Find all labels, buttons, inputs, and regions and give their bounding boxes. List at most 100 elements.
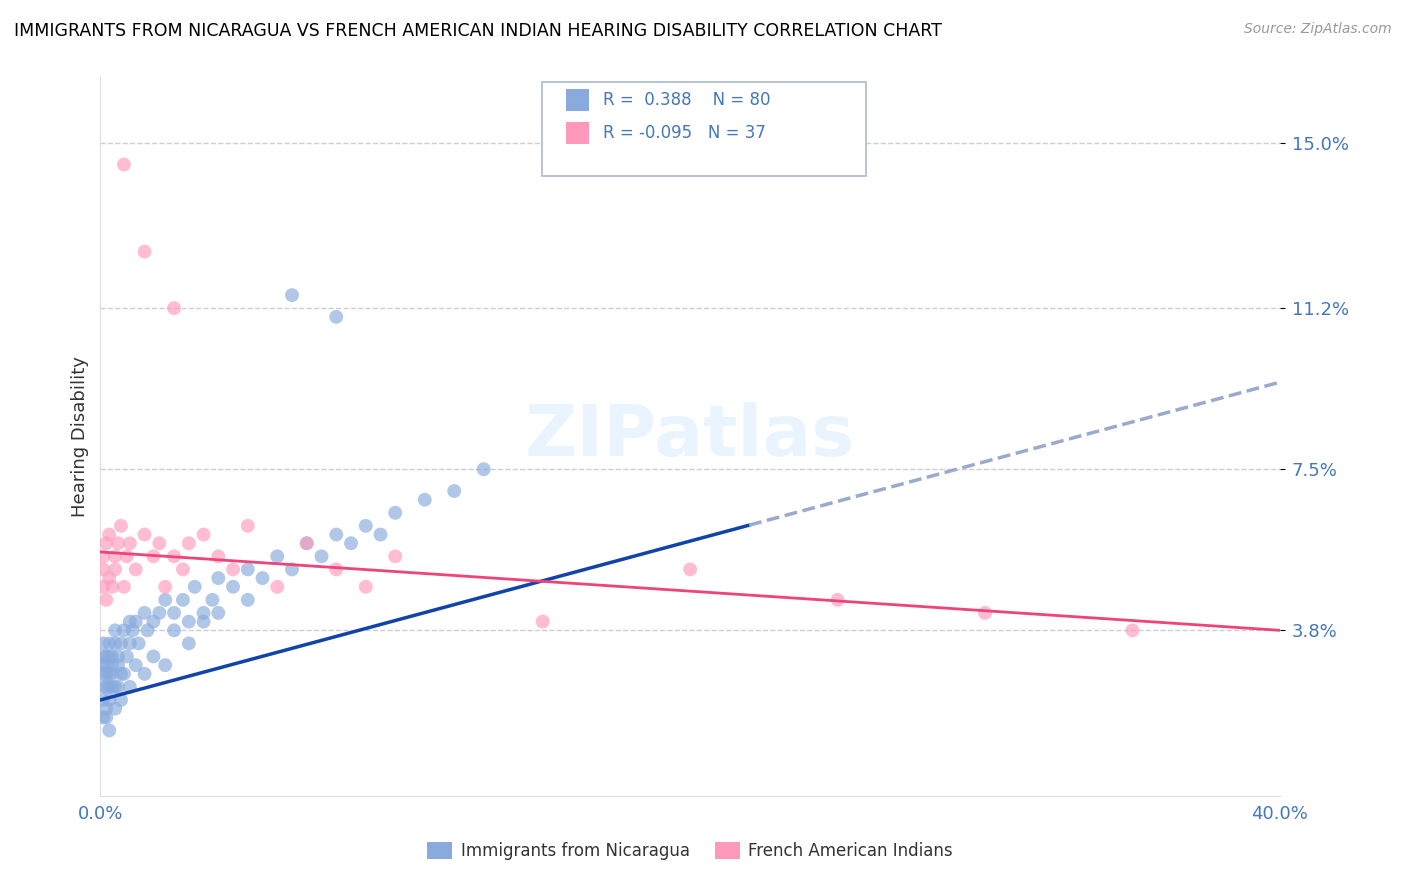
Point xyxy=(134,244,156,259)
Point xyxy=(101,580,124,594)
Point xyxy=(472,462,495,476)
Point xyxy=(91,693,114,707)
Point xyxy=(1121,624,1143,638)
Point xyxy=(384,549,406,564)
Point xyxy=(177,615,200,629)
Point xyxy=(125,615,148,629)
Point xyxy=(91,658,114,673)
Point xyxy=(148,606,170,620)
Point xyxy=(266,549,288,564)
Point xyxy=(118,536,141,550)
Point xyxy=(207,606,229,620)
Point xyxy=(155,658,177,673)
Text: Source: ZipAtlas.com: Source: ZipAtlas.com xyxy=(1244,22,1392,37)
Point xyxy=(112,580,135,594)
Point xyxy=(155,592,177,607)
Point xyxy=(325,527,347,541)
Point xyxy=(222,562,245,576)
Point xyxy=(295,536,318,550)
Point xyxy=(295,536,318,550)
Point xyxy=(110,519,132,533)
Point xyxy=(112,666,135,681)
Point xyxy=(104,549,127,564)
Point xyxy=(107,536,129,550)
Point xyxy=(679,562,702,576)
Point xyxy=(107,649,129,664)
Point xyxy=(172,562,194,576)
Point xyxy=(142,649,165,664)
Point xyxy=(207,549,229,564)
Point xyxy=(96,658,118,673)
Point xyxy=(91,666,114,681)
Point xyxy=(101,649,124,664)
Point xyxy=(163,624,186,638)
Point xyxy=(134,606,156,620)
Text: R =  0.388    N = 80: R = 0.388 N = 80 xyxy=(603,91,770,109)
Point xyxy=(125,658,148,673)
Point xyxy=(101,666,124,681)
Point xyxy=(281,288,304,302)
Point xyxy=(193,527,215,541)
Point xyxy=(121,624,143,638)
Point xyxy=(115,549,138,564)
Point xyxy=(142,549,165,564)
Point xyxy=(110,693,132,707)
Point xyxy=(252,571,274,585)
Point xyxy=(340,536,363,550)
Point xyxy=(413,492,436,507)
Point xyxy=(91,580,114,594)
Point xyxy=(163,301,186,315)
Point xyxy=(443,483,465,498)
Point xyxy=(91,562,114,576)
Point xyxy=(193,606,215,620)
Point xyxy=(354,519,377,533)
Point xyxy=(136,624,159,638)
Point xyxy=(236,519,259,533)
Point xyxy=(201,592,224,607)
Point xyxy=(827,592,849,607)
Point xyxy=(104,680,127,694)
Legend: Immigrants from Nicaragua, French American Indians: Immigrants from Nicaragua, French Americ… xyxy=(420,835,959,866)
Point xyxy=(148,536,170,550)
Point xyxy=(98,527,121,541)
Point xyxy=(531,615,554,629)
Point xyxy=(118,636,141,650)
Point xyxy=(104,701,127,715)
Point xyxy=(112,157,135,171)
Y-axis label: Hearing Disability: Hearing Disability xyxy=(72,356,89,517)
Text: R = -0.095   N = 37: R = -0.095 N = 37 xyxy=(603,124,766,142)
Point xyxy=(104,562,127,576)
Point xyxy=(128,636,150,650)
Point xyxy=(266,580,288,594)
Point xyxy=(125,562,148,576)
Point xyxy=(98,571,121,585)
Point xyxy=(163,606,186,620)
Point xyxy=(96,666,118,681)
Point xyxy=(325,562,347,576)
Text: IMMIGRANTS FROM NICARAGUA VS FRENCH AMERICAN INDIAN HEARING DISABILITY CORRELATI: IMMIGRANTS FROM NICARAGUA VS FRENCH AMER… xyxy=(14,22,942,40)
Point xyxy=(98,680,121,694)
Point xyxy=(118,615,141,629)
Point xyxy=(354,580,377,594)
Point xyxy=(134,666,156,681)
Point xyxy=(96,592,118,607)
Point xyxy=(96,680,118,694)
Point xyxy=(91,680,114,694)
Point xyxy=(98,649,121,664)
Point xyxy=(134,527,156,541)
Point xyxy=(104,624,127,638)
Point xyxy=(101,658,124,673)
Point xyxy=(281,562,304,576)
Point xyxy=(110,636,132,650)
Point xyxy=(107,680,129,694)
Point xyxy=(172,592,194,607)
Point xyxy=(207,571,229,585)
Point xyxy=(91,636,114,650)
Point xyxy=(118,680,141,694)
Point xyxy=(98,723,121,738)
Point xyxy=(177,636,200,650)
Point xyxy=(112,624,135,638)
Point xyxy=(325,310,347,324)
Point xyxy=(115,649,138,664)
Point xyxy=(101,680,124,694)
